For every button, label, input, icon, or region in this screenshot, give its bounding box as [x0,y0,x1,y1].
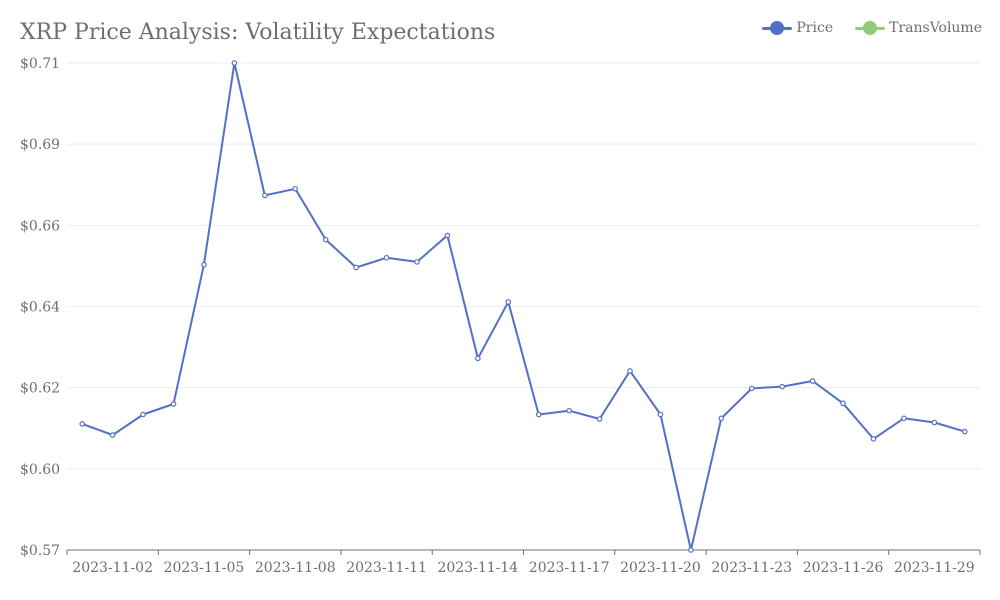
x-tick-label: 2023-11-05 [164,560,245,576]
y-axis: $0.71 $0.69 $0.66 $0.64 $0.62 $0.60 $0.57 [20,56,60,559]
grid-lines [67,62,980,470]
x-tick-label: 2023-11-08 [255,560,336,576]
series-price [79,60,968,553]
price-point [688,547,694,553]
x-tick-label: 2023-11-29 [894,560,975,576]
chart-title: XRP Price Analysis: Volatility Expectati… [20,20,496,45]
x-tick-label: 2023-11-26 [803,560,884,576]
x-tick-label: 2023-11-17 [529,560,610,576]
price-point [79,421,86,427]
y-tick-label: $0.69 [20,137,60,153]
legend: Price TransVolume [762,20,982,36]
price-point [809,378,816,384]
price-point [748,385,755,392]
price-point [718,415,725,422]
price-point [201,261,207,268]
price-point [535,411,542,418]
price-point [505,299,512,305]
price-point [414,259,420,265]
x-tick-label: 2023-11-14 [437,560,518,576]
price-point [840,400,846,407]
price-point [657,411,664,418]
legend-label-price: Price [796,20,834,36]
price-point [170,401,177,407]
legend-item-price[interactable]: Price [762,20,833,36]
y-tick-label: $0.71 [20,56,60,72]
price-point [262,192,268,199]
y-tick-label: $0.66 [20,218,60,234]
price-point [109,432,116,438]
legend-label-transvolume: TransVolume [889,20,982,36]
price-line [81,62,966,551]
price-point [870,436,877,442]
legend-swatch-transvolume [855,21,886,35]
price-point [444,232,451,239]
legend-item-transvolume[interactable]: TransVolume [855,20,982,36]
x-tick-label: 2023-11-02 [72,560,153,576]
price-point [596,416,603,422]
y-tick-label: $0.57 [20,543,60,559]
price-point [475,355,481,362]
price-point [627,368,633,374]
y-tick-label: $0.62 [20,381,60,397]
y-tick-label: $0.60 [20,462,60,478]
price-point [931,419,938,426]
x-tick-label: 2023-11-11 [346,560,427,576]
price-point [292,185,299,192]
price-point [322,236,329,243]
price-point [231,60,238,66]
price-point [779,383,785,390]
price-point [353,264,359,271]
legend-swatch-price [762,21,793,35]
x-tick-label: 2023-11-23 [711,560,792,576]
price-point [383,254,390,261]
price-point [566,407,572,414]
x-axis: 2023-11-02 2023-11-05 2023-11-08 2023-11-11… [66,549,981,576]
y-tick-label: $0.64 [20,300,60,316]
x-tick-label: 2023-11-20 [620,560,701,576]
price-point [140,411,146,418]
price-point [901,415,907,422]
price-point [961,428,968,435]
